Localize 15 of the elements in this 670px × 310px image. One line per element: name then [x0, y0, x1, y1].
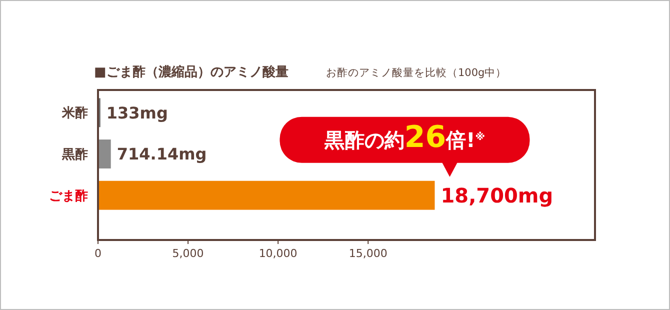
- data-label: 714.14mg: [116, 144, 207, 164]
- chart-subtitle: お酢のアミノ酸量を比較（100g中）: [326, 66, 507, 79]
- y-tick-label: ごま酢: [49, 188, 88, 204]
- bar: [98, 180, 435, 210]
- y-tick-label: 黒酢: [61, 148, 88, 163]
- annotation: 黒酢の約26倍!$^{※}$: [323, 120, 486, 155]
- x-tick-label: 15,000: [348, 247, 388, 260]
- bar: [98, 140, 111, 168]
- data-label: 18,700mg: [440, 183, 554, 208]
- x-tick-label: 5,000: [172, 247, 204, 260]
- x-tick-label: 0: [94, 247, 102, 260]
- y-tick-label: 米酢: [61, 106, 88, 122]
- data-label: 133mg: [106, 103, 168, 122]
- chart-title: ■ごま酢（濃縮品）のアミノ酸量: [94, 64, 288, 80]
- x-tick-label: 10,000: [258, 247, 298, 260]
